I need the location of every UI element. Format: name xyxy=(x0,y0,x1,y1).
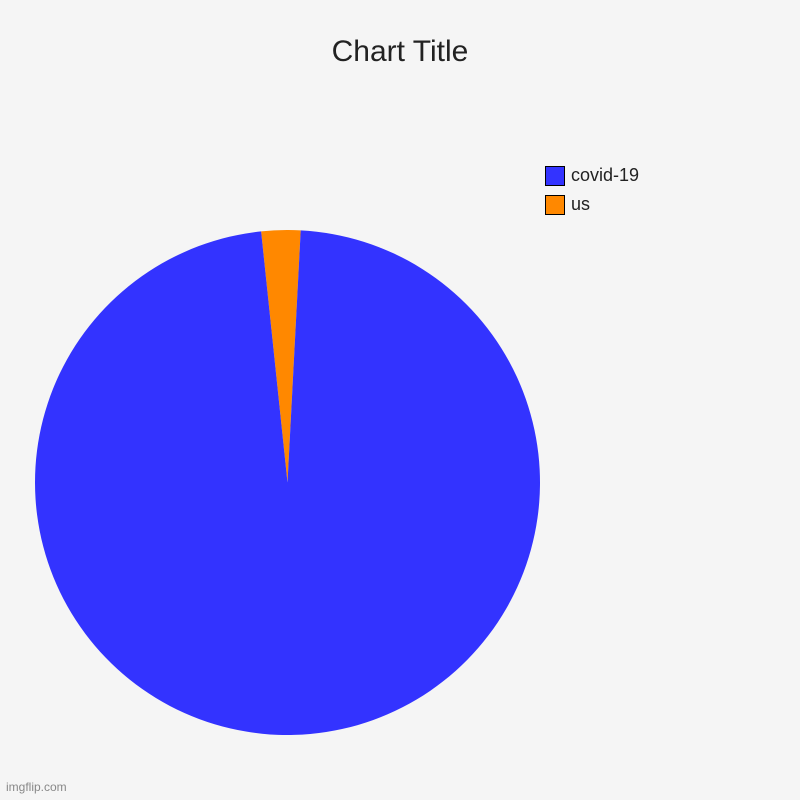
watermark: imgflip.com xyxy=(6,780,67,794)
legend-swatch-covid19 xyxy=(545,166,565,186)
chart-container: Chart Title covid-19 us imgflip.com xyxy=(0,0,800,800)
legend-item-covid19: covid-19 xyxy=(545,165,639,186)
legend-item-us: us xyxy=(545,194,639,215)
chart-title: Chart Title xyxy=(332,35,469,69)
legend-label-covid19: covid-19 xyxy=(571,165,639,186)
pie-svg xyxy=(35,230,540,735)
legend-label-us: us xyxy=(571,194,590,215)
legend: covid-19 us xyxy=(545,165,639,215)
legend-swatch-us xyxy=(545,195,565,215)
pie-chart xyxy=(35,230,540,735)
